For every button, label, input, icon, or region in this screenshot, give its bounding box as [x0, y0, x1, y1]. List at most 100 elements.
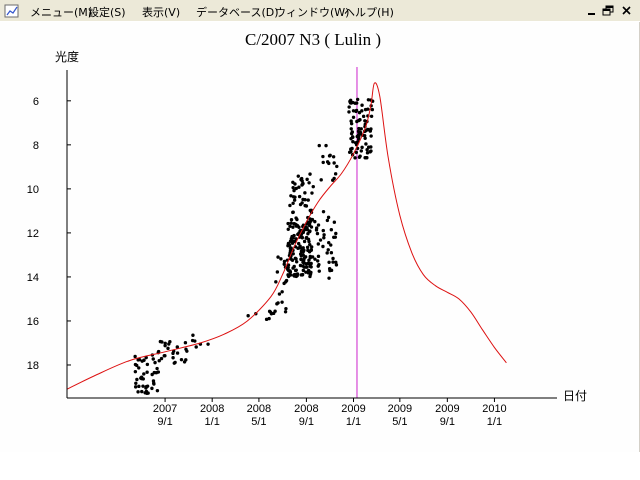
minimize-icon[interactable] [584, 4, 600, 18]
observation-point [324, 143, 328, 148]
observation-point [369, 149, 373, 153]
observation-point [357, 130, 362, 134]
observation-point [298, 263, 303, 268]
observation-point [316, 264, 320, 268]
observation-point [347, 105, 351, 109]
observation-point [151, 357, 155, 361]
observation-point [334, 260, 338, 265]
observation-point [368, 128, 373, 133]
observation-point [183, 341, 188, 345]
observation-point [293, 195, 297, 199]
observation-point [334, 231, 338, 236]
observation-point [351, 140, 355, 144]
x-tick-year-label: 2010 [482, 403, 506, 415]
observation-point [175, 351, 180, 355]
observation-point [288, 246, 293, 251]
observation-point [325, 218, 330, 223]
observation-point [137, 366, 141, 370]
observation-point [313, 219, 317, 224]
observation-point [303, 198, 307, 202]
observation-point [316, 259, 320, 263]
observation-point [299, 246, 304, 251]
observation-point [297, 185, 301, 189]
observation-point [306, 271, 311, 275]
observation-point [359, 149, 364, 153]
observation-point [365, 156, 369, 160]
y-tick-label: 6 [33, 96, 39, 108]
observation-point [303, 255, 308, 259]
observation-point [291, 225, 295, 229]
observation-point [348, 101, 353, 105]
observation-point [291, 252, 295, 256]
observation-point [327, 276, 331, 280]
observation-point [163, 343, 167, 348]
observation-point [299, 177, 303, 182]
observation-point [360, 109, 364, 113]
menu-item-help[interactable]: ヘルプ(H) [344, 6, 394, 19]
observation-point [317, 143, 321, 148]
close-icon[interactable] [619, 4, 635, 18]
observation-point [361, 114, 366, 119]
observation-point [355, 97, 360, 102]
observation-point [276, 255, 280, 259]
menu-item-view[interactable]: 表示(V) [142, 6, 181, 19]
observation-point [291, 201, 295, 205]
observation-point [152, 382, 156, 386]
x-tick-year-label: 2009 [388, 403, 412, 415]
observation-point [303, 203, 307, 208]
chart-title: C/2007 N3 ( Lulin ) [245, 30, 381, 49]
observation-point [354, 150, 359, 155]
observation-point [289, 218, 294, 222]
observation-point [318, 238, 323, 242]
observation-point [282, 262, 286, 266]
x-axis-label: 日付 [563, 389, 587, 403]
observation-point [360, 145, 364, 150]
observation-point [145, 384, 150, 388]
observation-point [319, 178, 323, 182]
observation-point [331, 155, 336, 159]
observation-point [327, 240, 331, 245]
observation-point [145, 391, 149, 395]
y-tick-label: 16 [27, 316, 39, 328]
menu-item-database[interactable]: データベース(D) [196, 6, 279, 19]
restore-icon[interactable] [600, 4, 616, 18]
observation-point [363, 119, 367, 123]
menu-item-menu[interactable]: メニュー(M) [30, 6, 93, 19]
x-tick-date-label: 9/1 [299, 416, 314, 428]
observation-point [317, 269, 321, 273]
observation-point [292, 221, 296, 226]
observation-point [302, 239, 307, 244]
observation-point [246, 314, 250, 318]
y-tick-label: 12 [27, 228, 39, 240]
observation-point [369, 114, 374, 118]
observation-point [313, 257, 317, 261]
observation-point [366, 98, 371, 102]
observation-point [309, 245, 314, 249]
menu-item-window[interactable]: ウィンドウ(W) [275, 6, 350, 19]
observation-point [294, 268, 298, 272]
observation-point [354, 101, 359, 105]
observation-point [350, 130, 355, 134]
x-tick-date-label: 1/1 [487, 416, 502, 428]
observation-point [329, 251, 334, 255]
observation-point [294, 274, 298, 279]
observation-point [267, 316, 271, 321]
menu-item-settings[interactable]: 設定(S) [88, 6, 126, 19]
observation-point [133, 354, 137, 359]
x-tick-year-label: 2007 [153, 403, 177, 415]
observation-point [163, 354, 167, 358]
observation-point [369, 134, 373, 138]
x-tick-date-label: 9/1 [157, 416, 172, 428]
observation-point [359, 127, 363, 131]
observation-point [294, 257, 298, 261]
observation-point [350, 146, 354, 151]
observation-point [171, 351, 175, 356]
observation-point [171, 356, 175, 360]
observation-point [299, 254, 303, 258]
observation-point [166, 346, 170, 351]
observation-point [294, 237, 298, 241]
observation-point [284, 280, 288, 284]
observation-point [288, 269, 292, 273]
observation-point [349, 121, 354, 126]
observation-point [308, 208, 312, 213]
